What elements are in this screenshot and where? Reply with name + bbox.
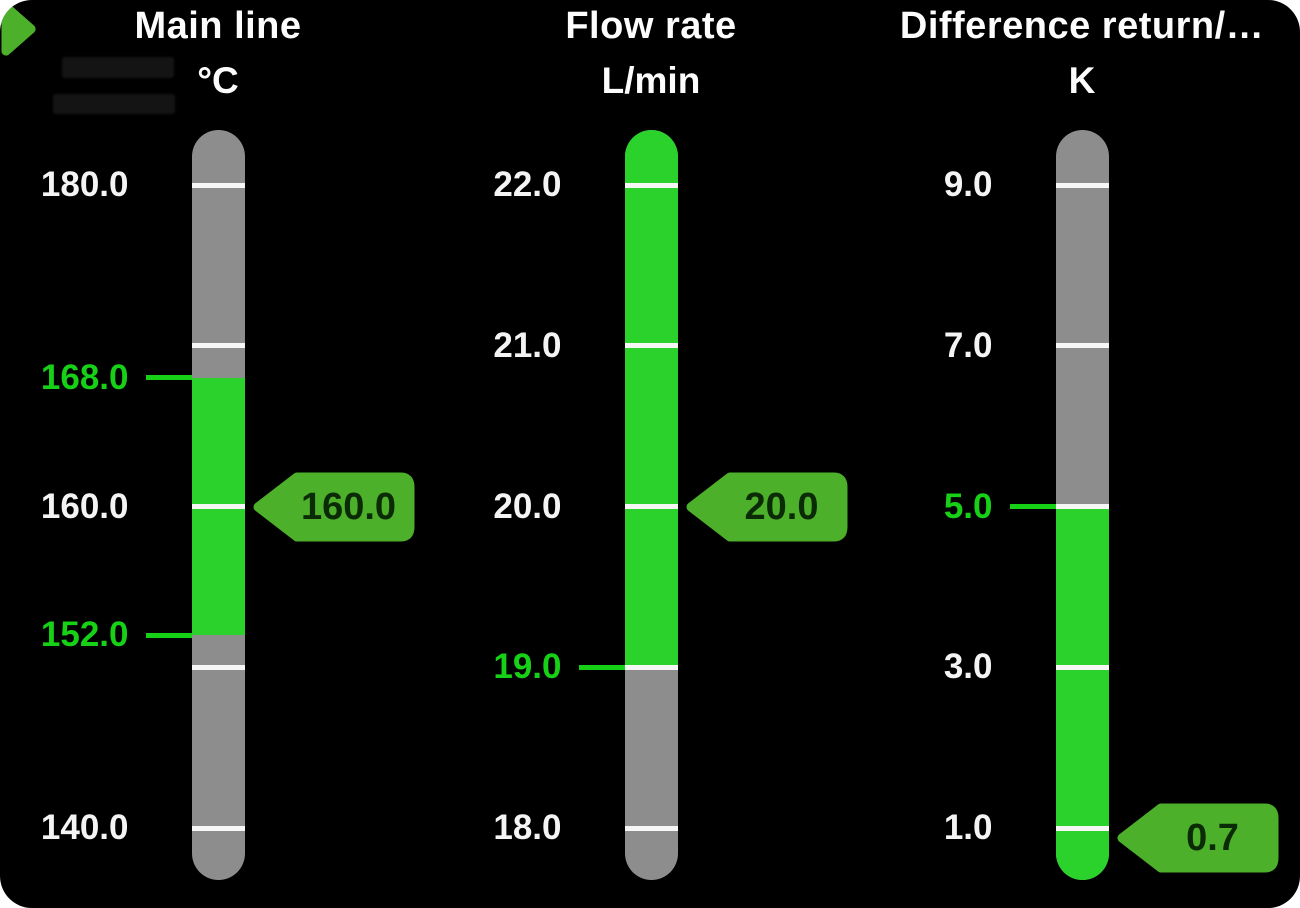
tick-label: 140.0 bbox=[40, 808, 129, 847]
gauge-bar-green-zone bbox=[191, 377, 245, 636]
value-badge: 160.0 bbox=[253, 470, 415, 544]
value-badge: 0.7 bbox=[1117, 801, 1279, 875]
gauge-bar bbox=[191, 130, 245, 880]
tick-line bbox=[191, 664, 245, 670]
tick-line bbox=[624, 825, 678, 831]
limit-leader-line bbox=[145, 375, 192, 381]
value-pointer-icon bbox=[0, 0, 38, 58]
value-badge-label: 0.7 bbox=[1186, 817, 1239, 859]
tick-line bbox=[624, 504, 678, 509]
tick-label: 1.0 bbox=[943, 808, 993, 847]
gauge-unit: K bbox=[1068, 60, 1096, 101]
tick-label: 18.0 bbox=[493, 808, 562, 847]
limit-leader-line bbox=[145, 632, 192, 638]
ghost-artifact bbox=[62, 57, 174, 78]
limit-label: 152.0 bbox=[40, 615, 129, 655]
tick-line bbox=[1055, 343, 1109, 349]
tick-line bbox=[1055, 182, 1109, 188]
tick-line bbox=[1055, 825, 1109, 831]
tick-label: 22.0 bbox=[493, 165, 562, 204]
limit-leader-line bbox=[1009, 504, 1056, 509]
tick-line bbox=[624, 343, 678, 349]
limit-label: 19.0 bbox=[493, 647, 562, 687]
gauge-title: Main line bbox=[134, 5, 302, 47]
tick-label: 3.0 bbox=[943, 647, 993, 687]
tick-line bbox=[191, 343, 245, 349]
tick-label: 180.0 bbox=[40, 165, 129, 204]
value-badge-label: 20.0 bbox=[744, 485, 819, 528]
tick-line bbox=[1055, 664, 1109, 670]
value-pointer-icon bbox=[0, 0, 38, 58]
value-badge-label: 160.0 bbox=[300, 485, 397, 528]
gauge-bar-green-zone bbox=[624, 130, 678, 668]
limit-label: 168.0 bbox=[40, 357, 129, 397]
gauge-title: Difference return/… bbox=[899, 5, 1265, 47]
tick-label: 21.0 bbox=[493, 325, 562, 365]
tick-label: 160.0 bbox=[40, 486, 129, 526]
limit-leader-line bbox=[578, 664, 625, 670]
gauge-bar-green-zone bbox=[1055, 506, 1109, 880]
tick-label: 9.0 bbox=[943, 165, 993, 204]
value-badge: 20.0 bbox=[686, 470, 848, 544]
tick-line bbox=[624, 664, 678, 670]
ghost-artifact bbox=[53, 94, 175, 114]
gauge-bar bbox=[1055, 130, 1109, 880]
tick-line bbox=[1055, 504, 1109, 509]
tick-label: 7.0 bbox=[943, 325, 993, 365]
tick-line bbox=[191, 825, 245, 831]
tick-line bbox=[191, 182, 245, 188]
gauge-title: Flow rate bbox=[565, 5, 737, 47]
tick-line bbox=[624, 182, 678, 188]
gauge-unit: L/min bbox=[601, 60, 701, 101]
gauge-bar bbox=[624, 130, 678, 880]
tick-label: 20.0 bbox=[493, 486, 562, 526]
limit-label: 5.0 bbox=[943, 486, 993, 526]
tick-line bbox=[191, 504, 245, 509]
